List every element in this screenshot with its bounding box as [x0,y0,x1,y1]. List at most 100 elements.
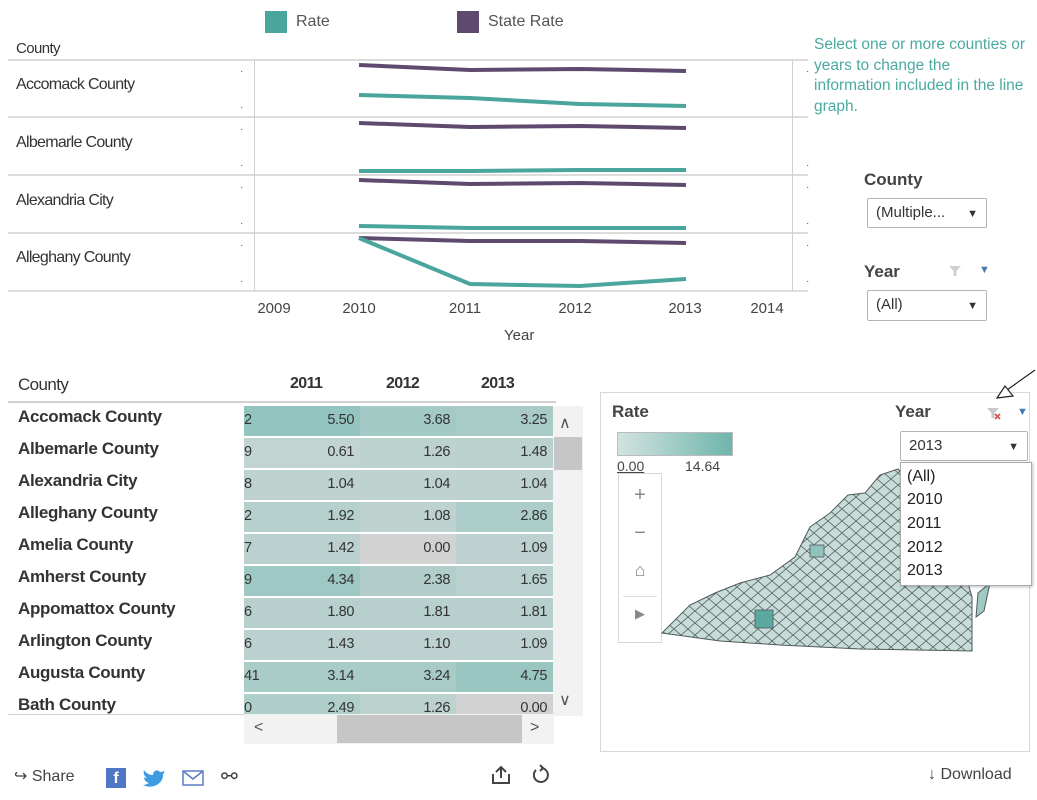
year-option[interactable]: (All) [907,468,936,485]
table-row-county[interactable]: Bath County [18,695,116,714]
table-cell[interactable]: 8 [244,470,262,500]
clear-filter-icon[interactable] [986,405,1002,421]
table-cell[interactable]: 6 [244,630,262,660]
table-cell[interactable]: 1.09 [456,534,553,564]
line-row-label[interactable]: Albemarle County [16,134,133,151]
expand-arrow-icon[interactable]: ▶ [635,606,645,621]
tick-dot: · [806,240,810,251]
table-cell[interactable]: 1.42 [262,534,360,564]
year-option[interactable]: 2011 [907,515,942,532]
instructions-text: Select one or more counties or years to … [814,36,1026,115]
table-cell[interactable]: 3.25 [456,406,553,436]
table-cell[interactable]: 9 [244,438,262,468]
table-cell[interactable]: 1.04 [456,470,553,500]
table-cell[interactable]: 1.81 [456,598,553,628]
table-cell[interactable]: 1.04 [262,470,360,500]
filter-icon[interactable] [948,264,962,278]
row-divider [8,290,808,292]
table-cell[interactable]: 2.38 [360,566,456,596]
revert-icon[interactable] [530,764,552,786]
table-cell[interactable]: 0.00 [360,534,456,564]
table-cell[interactable]: 4.75 [456,662,553,692]
year-filter-menu-icon[interactable]: ▼ [979,264,990,276]
table-cell[interactable]: 2 [244,502,262,532]
highlight-county [809,544,825,558]
table-cell[interactable]: 1.09 [456,630,553,660]
table-row-county[interactable]: Alleghany County [18,503,158,522]
table-row-county[interactable]: Arlington County [18,631,153,650]
table-cell[interactable]: 3.68 [360,406,456,436]
map-year-dropdown[interactable]: 2013 ▼ [900,431,1028,461]
table-cell[interactable]: 5.50 [262,406,360,436]
scroll-left-icon[interactable]: < [254,719,264,736]
rate-line-alleghany [358,236,687,289]
table-cell[interactable]: 6 [244,598,262,628]
map-year-menu-icon[interactable]: ▼ [1017,406,1028,418]
scroll-down-icon[interactable]: ∨ [559,692,571,709]
table-cell[interactable]: 1.08 [360,502,456,532]
county-filter-dropdown[interactable]: (Multiple... ▼ [867,198,987,228]
scroll-up-icon[interactable]: ∧ [559,415,571,432]
table-cell[interactable]: 3.14 [262,662,360,692]
table-row-county[interactable]: Amelia County [18,535,134,554]
table-cell[interactable]: 7 [244,534,262,564]
table-cell[interactable]: 9 [244,566,262,596]
share-button[interactable]: ↪ Share [14,766,75,786]
download-button[interactable]: ↓ Download [928,766,1012,784]
line-series-svg[interactable] [0,0,810,300]
table-cell[interactable]: 1.10 [360,630,456,660]
share-label: Share [31,768,75,785]
email-icon[interactable] [182,770,204,786]
tick-dot: · [806,218,810,229]
table-row-county[interactable]: Accomack County [18,407,162,426]
year-option[interactable]: 2010 [907,491,943,508]
year-filter-dropdown[interactable]: (All) ▼ [867,290,987,321]
twitter-icon[interactable] [142,768,166,788]
table-cell[interactable]: 2.86 [456,502,553,532]
rate-legend-swatch[interactable] [265,11,287,33]
row-divider [8,116,808,118]
map-legend-gradient [617,432,733,456]
home-icon[interactable]: ⌂ [634,560,646,580]
table-cell[interactable]: 2 [244,406,262,436]
table-cell[interactable]: 1.04 [360,470,456,500]
table-cell[interactable]: 0.61 [262,438,360,468]
table-cell[interactable]: 1.48 [456,438,553,468]
state-rate-legend-swatch[interactable] [457,11,479,33]
table-cell[interactable]: 1.81 [360,598,456,628]
table-row-county[interactable]: Amherst County [18,567,147,586]
state-rate-legend-label[interactable]: State Rate [488,13,564,30]
plot-right-border [792,60,793,290]
map-year-value: 2013 [909,437,943,454]
facebook-icon[interactable]: f [106,768,126,788]
map-legend-title: Rate [612,402,649,421]
table-row-county[interactable]: Alexandria City [18,471,138,490]
export-icon[interactable] [490,765,512,785]
table-cell[interactable]: 3.24 [360,662,456,692]
link-icon[interactable]: ⚯ [221,766,238,788]
table-cell[interactable]: 1.26 [360,438,456,468]
year-option[interactable]: 2013 [907,562,943,579]
zoom-in-icon[interactable]: + [634,484,646,506]
table-cell[interactable]: 1.92 [262,502,360,532]
map-legend-min: 0.00 [617,458,645,474]
vertical-scroll-thumb[interactable] [554,437,582,470]
scroll-right-icon[interactable]: > [530,719,540,736]
table-cell[interactable]: 1.43 [262,630,360,660]
table-row-county[interactable]: Appomattox County [18,599,176,618]
horizontal-scroll-thumb[interactable] [337,715,522,743]
table-cell[interactable]: 4.34 [262,566,360,596]
table-row-county[interactable]: Albemarle County [18,439,159,458]
virginia-map[interactable] [660,455,1000,655]
year-option[interactable]: 2012 [907,539,943,556]
line-row-label[interactable]: Accomack County [16,76,135,93]
table-cell[interactable]: 1.80 [262,598,360,628]
tick-dot: · [240,276,244,287]
table-cell[interactable]: 41 [244,662,262,692]
table-row-county[interactable]: Augusta County [18,663,146,682]
zoom-out-icon[interactable]: − [634,522,646,544]
rate-legend-label[interactable]: Rate [296,13,330,30]
line-row-label[interactable]: Alexandria City [16,192,114,209]
line-row-label[interactable]: Alleghany County [16,249,131,266]
table-cell[interactable]: 1.65 [456,566,553,596]
